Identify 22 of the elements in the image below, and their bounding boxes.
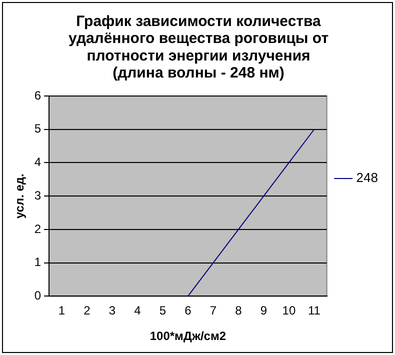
x-tick-label: 5 (159, 304, 166, 318)
x-tick-label: 9 (260, 304, 268, 318)
x-tick-label: 6 (184, 304, 192, 318)
x-axis-title: 100*мДж/см2 (150, 329, 226, 344)
y-tick-label: 0 (34, 288, 42, 303)
y-tick-label: 6 (34, 88, 42, 102)
y-tick-label: 1 (34, 255, 42, 270)
x-tick-label: 7 (210, 304, 217, 318)
y-axis-title: усл. ед. (12, 174, 27, 219)
x-tick-label: 2 (84, 304, 91, 318)
chart-title: График зависимости количества удалённого вещества роговицы от плотности энергии излучения (длина волны - 248 нм) (68, 12, 329, 82)
x-tick-label: 11 (308, 304, 321, 318)
x-tick-label: 10 (282, 304, 296, 318)
x-tick-label: 8 (235, 304, 242, 318)
x-tick-label: 3 (108, 304, 116, 318)
y-tick-label: 4 (34, 155, 42, 170)
x-tick-label: 4 (134, 304, 142, 318)
y-tick-label: 3 (34, 188, 42, 202)
legend-label: 248 (356, 170, 378, 186)
y-tick-label: 5 (34, 122, 42, 136)
y-tick-label: 2 (34, 222, 42, 236)
x-tick-label: 1 (58, 304, 66, 318)
